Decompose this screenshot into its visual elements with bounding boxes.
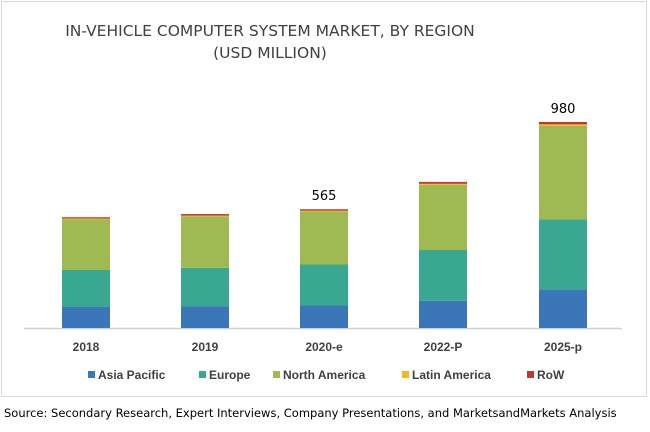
bar-segment-asia-pacific-2018 [62,306,110,328]
legend-label: Europe [209,368,251,382]
legend-swatch [273,371,280,378]
chart-title: IN-VEHICLE COMPUTER SYSTEM MARKET, BY RE… [65,22,475,40]
chart-frame [1,1,647,397]
bar-segment-latin-america-2019 [181,215,229,217]
x-tick-label: 2022-P [424,340,463,354]
legend-label: Asia Pacific [98,368,166,382]
bar-segment-europe-2025-p [539,219,587,290]
bar-segment-europe-2019 [181,267,229,307]
chart-title-block: IN-VEHICLE COMPUTER SYSTEM MARKET, BY RE… [0,20,540,64]
bar-segment-latin-america-2018 [62,218,110,220]
data-label: 980 [551,102,576,117]
x-tick-label: 2019 [192,340,219,354]
bar-segment-asia-pacific-2025-p [539,289,587,328]
bar-segment-north-america-2018 [62,219,110,270]
bar-segment-row-2022-P [419,181,467,184]
source-note: Source: Secondary Research, Expert Inter… [4,406,617,420]
bar-segment-asia-pacific-2019 [181,306,229,328]
bar-segment-row-2020-e [300,209,348,211]
chart-subtitle: (USD MILLION) [213,44,327,62]
bar-segment-latin-america-2022-P [419,183,467,185]
x-tick-label: 2025-p [544,340,582,354]
bar-segment-north-america-2020-e [300,211,348,265]
bar-segment-asia-pacific-2022-P [419,300,467,328]
legend-swatch [199,371,206,378]
bar-segment-north-america-2019 [181,216,229,268]
bar-segment-row-2018 [62,217,110,219]
legend-label: North America [283,368,366,382]
legend-swatch [527,371,534,378]
bar-segment-europe-2020-e [300,264,348,306]
bar-segment-row-2019 [181,214,229,216]
bar-segment-north-america-2022-P [419,184,467,251]
bar-segment-latin-america-2025-p [539,124,587,126]
legend-swatch [402,371,409,378]
bar-segment-europe-2018 [62,269,110,307]
data-label: 565 [312,189,337,204]
legend-label: Latin America [412,368,491,382]
bar-segment-asia-pacific-2020-e [300,305,348,328]
legend-label: RoW [537,368,565,382]
legend-swatch [88,371,95,378]
x-tick-label: 2020-e [305,340,343,354]
bar-segment-europe-2022-P [419,250,467,301]
bar-segment-latin-america-2020-e [300,210,348,212]
stacked-bar-chart: 2018 2019 2020-e 565 2022-P 2025-p 980 Asia Pac… [24,102,622,382]
x-tick-label: 2018 [73,340,100,354]
bar-segment-north-america-2025-p [539,125,587,220]
bar-segment-row-2025-p [539,122,587,125]
